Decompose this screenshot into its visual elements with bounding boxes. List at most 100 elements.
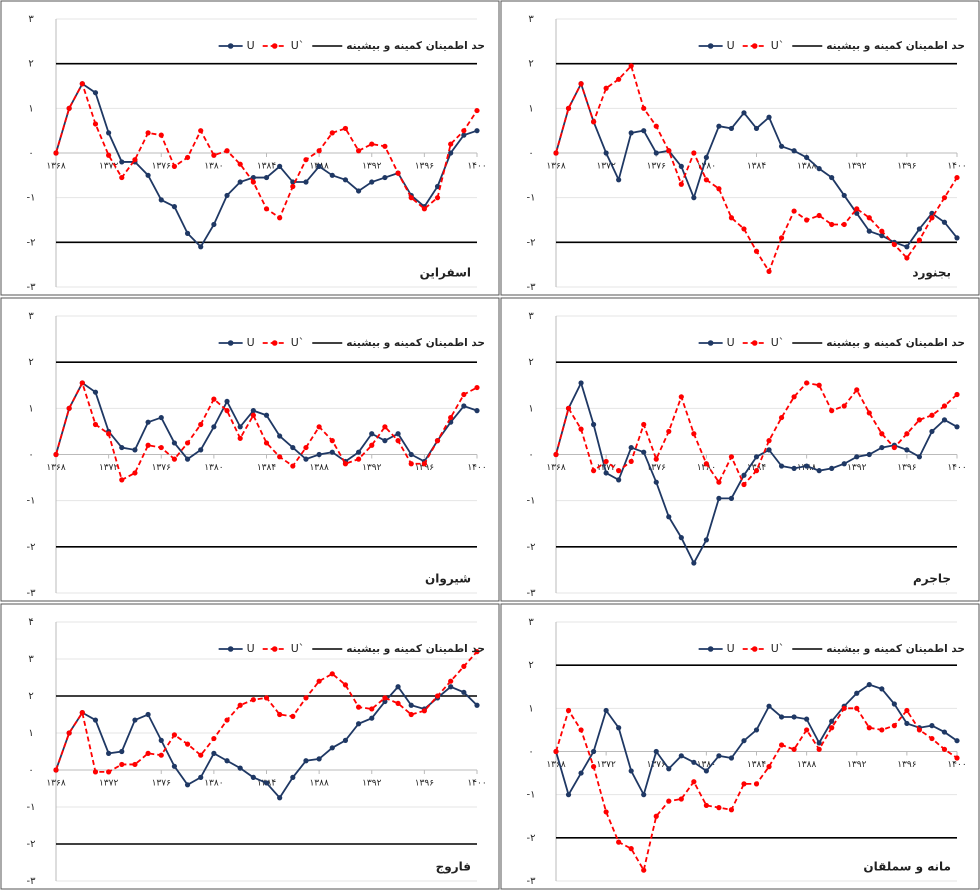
data-point — [641, 449, 647, 455]
y-tick-label: ۳ — [28, 14, 34, 25]
data-point — [171, 456, 178, 462]
data-point — [66, 105, 72, 111]
data-point — [666, 514, 672, 520]
data-point — [778, 414, 785, 421]
data-point — [382, 174, 388, 181]
legend-label: U — [247, 39, 255, 52]
data-point — [92, 421, 99, 428]
data-point — [211, 735, 217, 742]
data-point — [211, 396, 217, 402]
data-point — [716, 805, 722, 811]
data-point — [395, 684, 401, 690]
data-point — [263, 412, 270, 418]
data-point — [929, 412, 935, 418]
data-point — [421, 206, 427, 212]
data-point — [954, 391, 960, 398]
data-point — [448, 141, 454, 147]
data-point — [804, 217, 810, 223]
data-point — [369, 715, 375, 721]
data-point — [578, 380, 584, 386]
data-point — [691, 431, 697, 437]
x-tick-label: ۱۳۸۰ — [697, 463, 716, 473]
data-point — [728, 454, 735, 460]
data-point — [224, 398, 230, 405]
data-point — [474, 408, 480, 414]
data-point — [66, 730, 72, 736]
data-point — [866, 228, 872, 234]
data-point — [916, 454, 923, 460]
data-point — [916, 237, 923, 243]
y-tick-label: -۳ — [527, 588, 537, 599]
data-point — [904, 720, 910, 727]
data-point — [329, 172, 335, 178]
data-point — [703, 177, 709, 183]
data-point — [461, 403, 467, 409]
data-point — [263, 440, 270, 446]
data-point — [448, 414, 454, 421]
data-point — [929, 735, 935, 742]
data-point — [434, 195, 441, 201]
data-point — [929, 723, 935, 729]
legend-label: حد اطمینان کمینه و بیشینه — [346, 337, 485, 349]
data-point — [277, 433, 283, 439]
data-point — [916, 226, 923, 232]
x-tick-label: ۱۳۶۸ — [546, 760, 566, 770]
data-point — [53, 150, 59, 156]
data-point — [263, 695, 270, 701]
x-tick-label: ۱۳۸۸ — [309, 779, 329, 789]
y-tick-label: -۱ — [27, 802, 36, 813]
data-point — [841, 403, 847, 409]
x-tick-label: ۱۳۶۸ — [546, 162, 566, 172]
data-point — [290, 463, 296, 469]
data-point — [145, 419, 151, 425]
data-point — [145, 130, 151, 136]
data-point — [369, 431, 375, 437]
data-point — [829, 465, 835, 471]
data-point — [641, 792, 647, 798]
y-tick-label: ۳ — [528, 311, 534, 322]
data-point — [578, 426, 584, 432]
data-point — [678, 796, 684, 802]
y-tick-label: -۲ — [27, 542, 36, 553]
data-point — [355, 449, 362, 455]
data-point — [92, 769, 99, 775]
data-point — [329, 438, 335, 444]
data-point — [941, 729, 948, 735]
y-tick-label: ۳ — [28, 311, 34, 322]
data-point — [641, 867, 647, 873]
x-tick-label: ۱۳۶۸ — [46, 779, 66, 789]
data-point — [106, 750, 112, 756]
data-point — [250, 412, 256, 418]
data-point — [766, 447, 772, 453]
panel-title: اسفراین — [420, 266, 471, 280]
data-point — [342, 177, 349, 183]
data-point — [316, 148, 322, 154]
data-point — [753, 468, 760, 474]
data-point — [421, 708, 427, 714]
x-tick-label: ۱۳۷۲ — [596, 760, 616, 770]
y-tick-label: ۲ — [528, 357, 533, 368]
data-point — [891, 723, 897, 729]
x-tick-label: ۱۳۹۶ — [415, 463, 435, 473]
data-point — [474, 649, 480, 655]
y-tick-label: ۱ — [528, 103, 533, 114]
data-point — [237, 161, 243, 167]
data-point — [728, 495, 735, 501]
data-point — [866, 681, 872, 688]
y-tick-label: -۲ — [527, 833, 536, 844]
data-point — [879, 686, 885, 692]
data-point — [716, 495, 722, 501]
data-point — [616, 76, 622, 82]
data-point — [616, 468, 622, 474]
data-point — [728, 215, 735, 221]
data-point — [355, 456, 362, 462]
data-point — [565, 405, 572, 411]
data-point — [184, 440, 191, 446]
x-tick-label: ۱۳۹۶ — [897, 463, 917, 473]
data-point — [565, 105, 572, 111]
x-tick-label: ۱۳۷۲ — [596, 463, 616, 473]
data-point — [106, 152, 112, 158]
legend-marker — [271, 646, 278, 652]
data-point — [678, 181, 684, 187]
